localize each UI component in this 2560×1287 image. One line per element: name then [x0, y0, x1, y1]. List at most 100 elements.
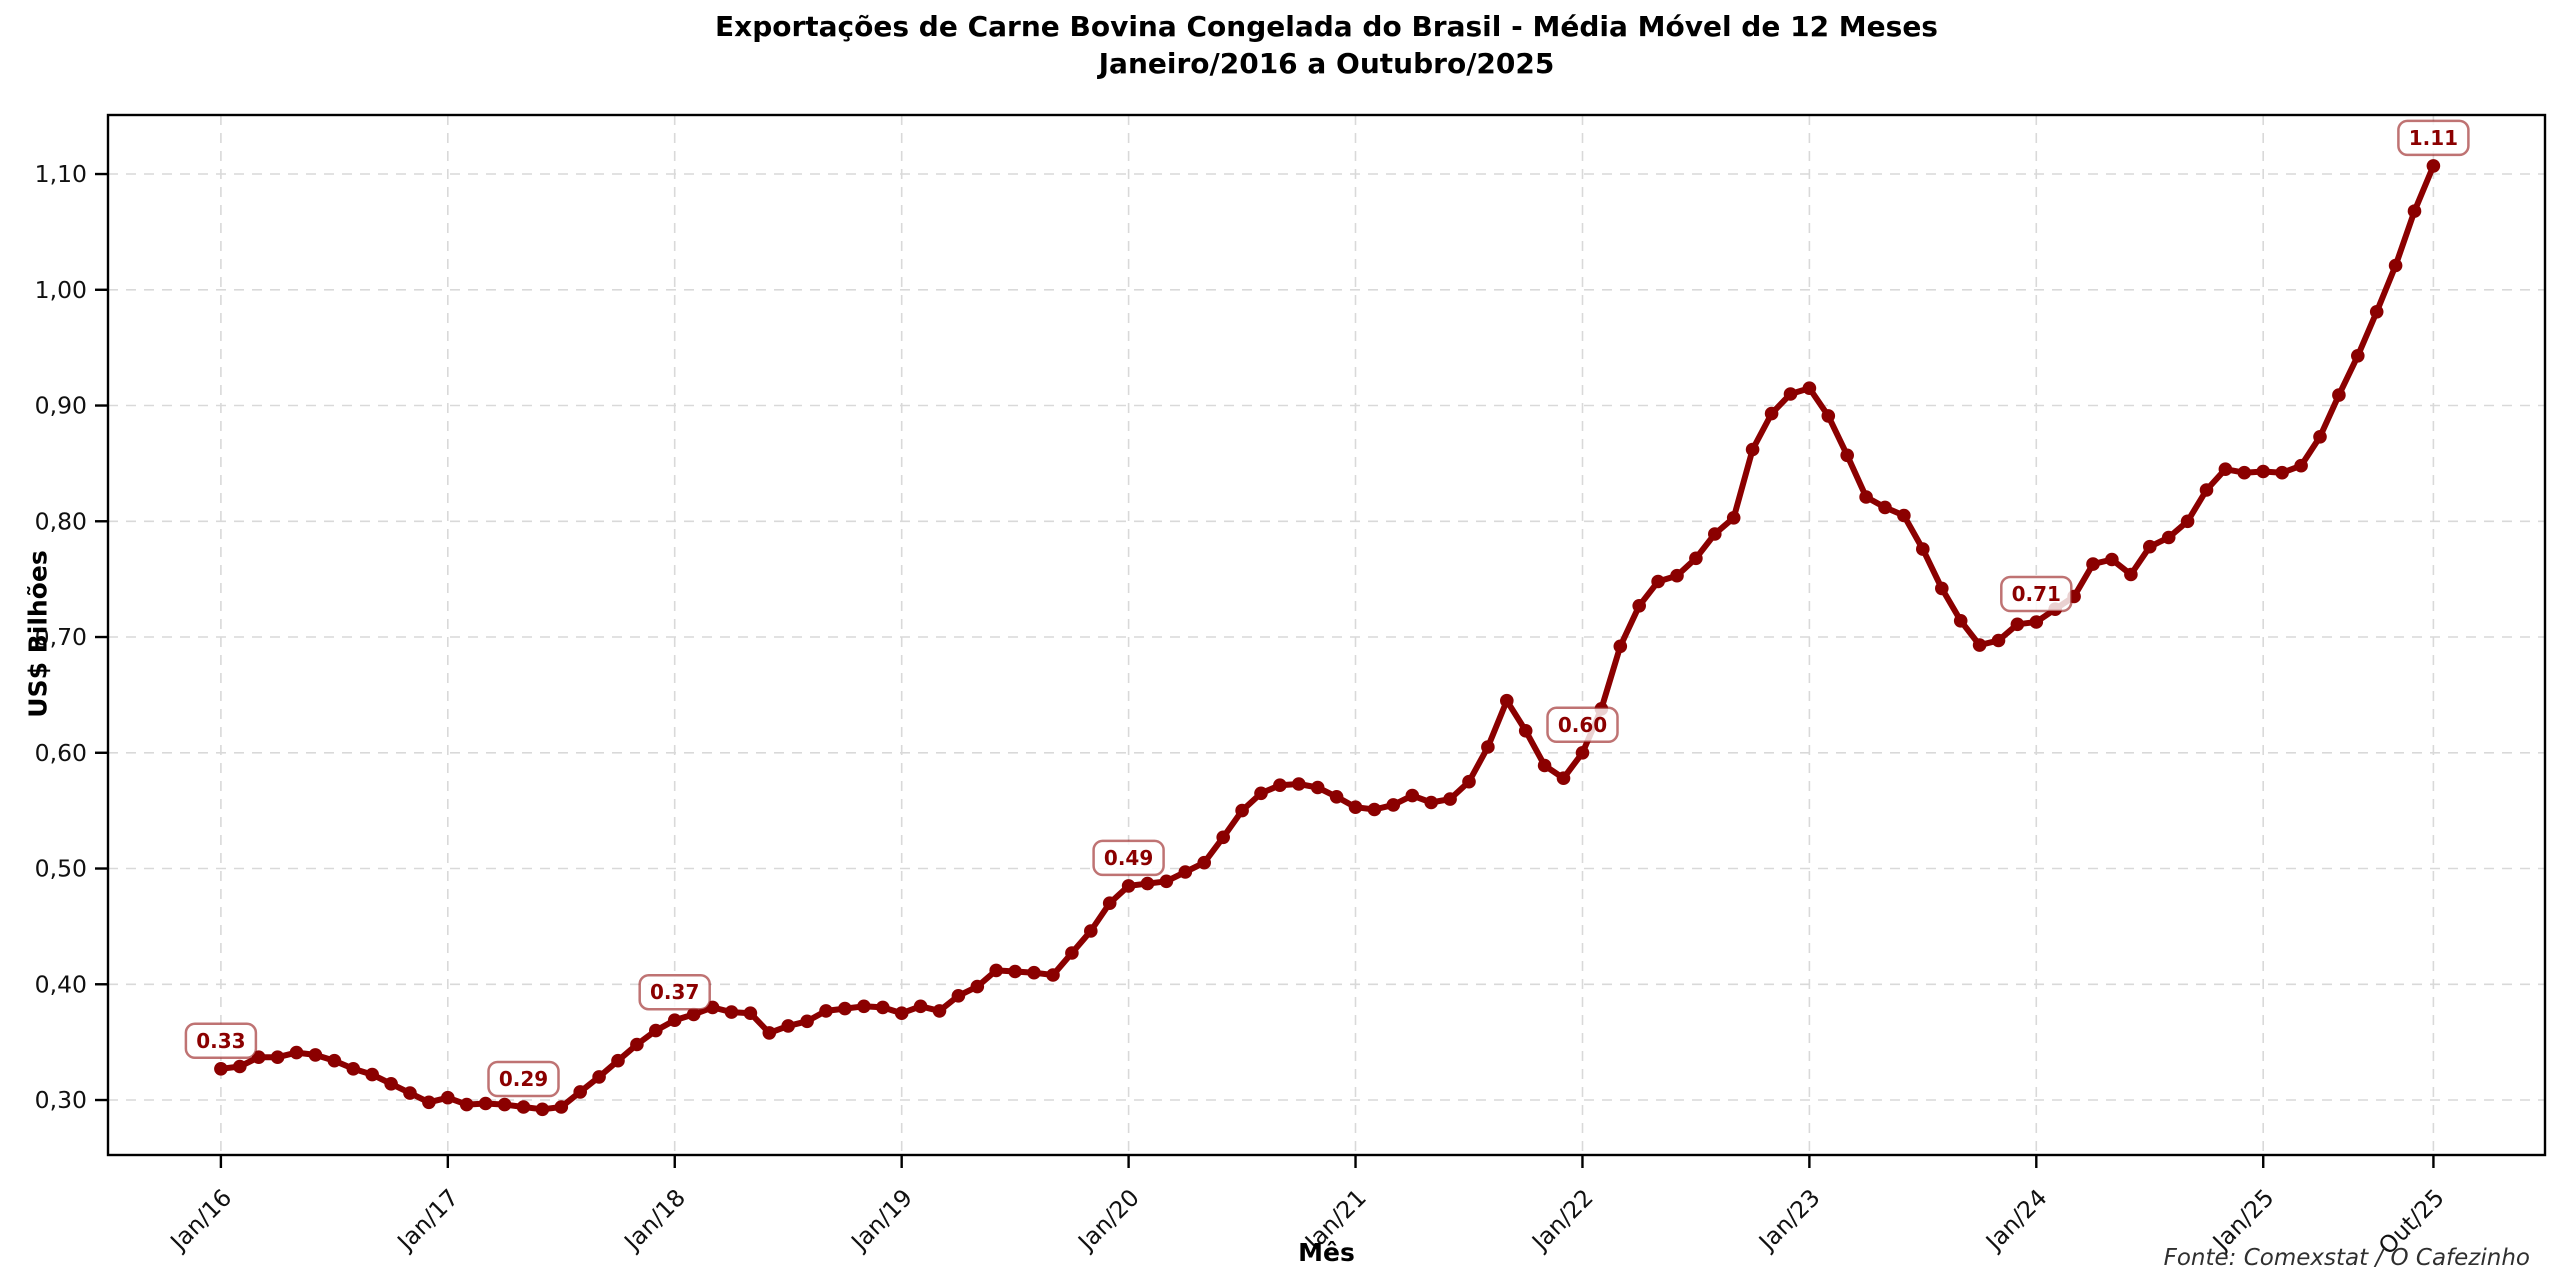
y-tick-label: 0,30	[35, 1086, 87, 1114]
data-point	[214, 1062, 228, 1076]
data-point	[2275, 465, 2289, 480]
data-point	[592, 1070, 606, 1084]
annotation-text: 0.71	[2012, 582, 2061, 606]
data-point	[1084, 924, 1098, 938]
data-point	[1235, 803, 1249, 818]
annotation-text: 0.60	[1558, 713, 1607, 737]
data-point	[838, 1001, 852, 1016]
data-point	[1840, 448, 1854, 463]
data-point	[724, 1005, 739, 1019]
data-point	[762, 1026, 777, 1040]
data-point	[1972, 638, 1987, 652]
data-point	[365, 1067, 380, 1082]
annotation-box	[1546, 706, 1619, 744]
data-point	[2105, 552, 2119, 567]
data-point	[1500, 693, 1514, 708]
data-point	[2143, 539, 2157, 554]
data-point	[1367, 802, 1382, 817]
data-point	[1764, 406, 1779, 421]
data-point	[1121, 879, 1136, 893]
chart-title-line1: Exportações de Carne Bovina Congelada do…	[715, 10, 1938, 43]
data-point	[800, 1014, 814, 1029]
annotation-box	[638, 973, 711, 1011]
data-point	[270, 1050, 285, 1064]
data-point	[1689, 551, 1703, 566]
data-point	[1102, 896, 1117, 910]
annotation-text: 1.11	[2409, 126, 2458, 150]
data-point	[1991, 633, 2006, 648]
data-point	[535, 1102, 550, 1117]
data-point	[422, 1095, 436, 1110]
annotation: 0.33	[184, 1022, 258, 1060]
y-tick-label: 0,80	[35, 507, 87, 535]
data-point	[989, 963, 1003, 978]
data-point	[2124, 567, 2138, 582]
data-point	[649, 1023, 663, 1038]
data-point	[970, 979, 985, 994]
data-point	[1254, 786, 1268, 801]
data-point	[876, 1000, 890, 1015]
data-point	[2086, 557, 2100, 571]
data-point	[1613, 639, 1628, 654]
data-point	[857, 999, 871, 1014]
data-point	[2218, 462, 2233, 477]
y-tick-label: 1,10	[35, 160, 87, 188]
data-point	[1348, 800, 1363, 814]
annotation-box	[487, 1060, 560, 1098]
data-point	[2256, 464, 2270, 479]
data-point	[1745, 442, 1760, 457]
data-point	[2369, 305, 2384, 319]
data-point	[951, 989, 966, 1003]
data-point	[1726, 511, 1741, 525]
data-point	[403, 1086, 417, 1100]
data-point	[478, 1096, 493, 1111]
data-point	[1651, 574, 1665, 589]
data-point	[1405, 788, 1420, 803]
data-point	[781, 1019, 795, 1033]
y-tick-label: 1,00	[35, 276, 87, 304]
data-point	[516, 1100, 531, 1114]
data-point	[2351, 349, 2365, 363]
y-tick-label: 0,70	[35, 623, 87, 651]
data-point	[1197, 855, 1211, 870]
data-point	[1027, 965, 1041, 980]
y-tick-label: 0,50	[35, 855, 87, 883]
data-point	[1859, 490, 1873, 504]
annotation-box	[184, 1022, 258, 1060]
data-point	[1821, 409, 1836, 423]
plot-border	[106, 113, 2547, 1157]
x-axis-title: Mês	[1298, 1238, 1355, 1267]
y-tick-label: 0,90	[35, 392, 87, 420]
data-point	[1556, 771, 1571, 785]
data-point	[1178, 865, 1193, 879]
data-point	[819, 1004, 833, 1018]
annotation-box	[1092, 839, 1165, 877]
annotation: 0.37	[638, 973, 711, 1011]
data-point	[2010, 617, 2025, 632]
data-point	[1878, 500, 1892, 515]
data-point	[1140, 876, 1155, 891]
data-point	[1462, 774, 1476, 789]
data-point	[1273, 778, 1287, 792]
data-point	[611, 1053, 625, 1068]
data-point	[346, 1062, 361, 1076]
series-line	[217, 162, 2437, 1113]
data-point	[1632, 599, 1646, 613]
data-point	[1953, 614, 1968, 628]
data-point	[1783, 387, 1798, 401]
annotation: 0.29	[487, 1060, 560, 1098]
data-point	[1310, 780, 1325, 795]
data-point	[2199, 483, 2214, 497]
data-point	[1802, 381, 1817, 396]
source-note: Fonte: Comexstat / O Cafezinho	[2163, 1245, 2530, 1271]
data-point	[2180, 514, 2195, 529]
chart-title-line2: Janeiro/2016 a Outubro/2025	[1098, 47, 1555, 80]
data-point	[1386, 798, 1401, 812]
annotation: 1.11	[2397, 119, 2470, 157]
data-point	[327, 1053, 342, 1068]
data-point	[686, 1007, 701, 1022]
data-point	[1216, 830, 1230, 845]
annotation-text: 0.49	[1104, 846, 1153, 870]
